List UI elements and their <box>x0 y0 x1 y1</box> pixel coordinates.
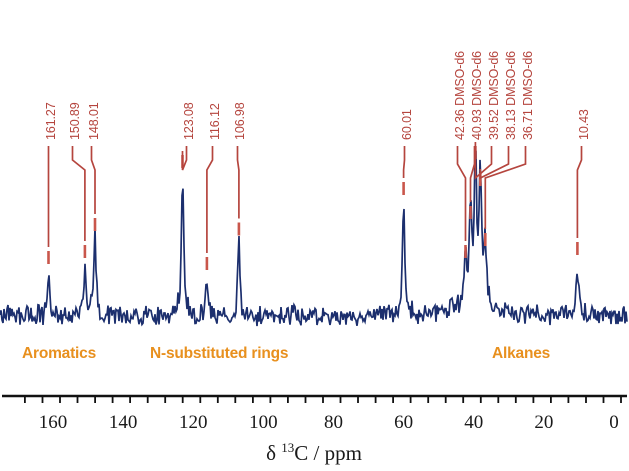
peak-label: 39.52 DMSO-d6 <box>487 50 501 140</box>
peak-label: 106.98 <box>233 102 247 140</box>
peak-leader-line <box>90 146 96 214</box>
axis-title-mass-number: 13 <box>281 440 295 455</box>
x-axis-tick-label: 120 <box>179 412 208 433</box>
axis-title-delta: δ <box>266 441 276 465</box>
peak-leader-line <box>576 146 583 238</box>
x-axis-tick-label: 0 <box>609 412 619 433</box>
x-axis-tick-label: 100 <box>249 412 278 433</box>
region-label-alkanes: Alkanes <box>492 345 551 362</box>
axis-title-units: / ppm <box>308 441 362 465</box>
spectrum-trace-group <box>0 148 628 327</box>
peak-marker-group <box>47 146 579 270</box>
peak-leader-line <box>236 146 240 219</box>
x-axis-ticks <box>23 396 622 403</box>
peak-leader-line <box>484 146 527 229</box>
peak-leader-line <box>474 142 493 180</box>
axis-title-nucleus: C <box>294 441 309 465</box>
peak-leader-line <box>206 146 214 253</box>
x-axis-tick-label: 40 <box>464 412 484 433</box>
peak-label: 60.01 <box>400 109 414 140</box>
peak-label: 150.89 <box>68 102 82 140</box>
peak-leader-line <box>181 146 188 171</box>
x-axis-tick-label: 20 <box>534 412 554 433</box>
peak-leader-line <box>71 146 86 241</box>
peak-label: 42.36 DMSO-d6 <box>453 50 467 140</box>
x-axis-tick-label: 60 <box>394 412 414 433</box>
spectrum-trace <box>0 148 628 327</box>
region-label-aromatics: Aromatics <box>22 345 97 362</box>
region-label-n-substituted-rings: N-substituted rings <box>150 345 289 362</box>
peak-leader-line <box>469 146 476 202</box>
x-axis-tick-label: 140 <box>108 412 138 433</box>
peak-label: 40.93 DMSO-d6 <box>470 50 484 140</box>
peak-label: 148.01 <box>87 102 101 140</box>
x-axis-group <box>2 394 627 403</box>
peak-label: 38.13 DMSO-d6 <box>504 50 518 140</box>
peak-leader-line-group <box>47 142 583 253</box>
peak-leader-line <box>402 146 406 178</box>
peak-label: 123.08 <box>182 102 196 140</box>
peak-label: 36.71 DMSO-d6 <box>521 50 535 140</box>
peak-label: 161.27 <box>44 102 58 140</box>
x-axis-title: δ 13C / ppm <box>266 440 362 466</box>
x-axis-tick-label: 160 <box>38 412 68 433</box>
x-axis-tick-label: 80 <box>324 412 343 433</box>
peak-label: 116.12 <box>208 103 222 140</box>
peak-leader-line <box>456 146 467 241</box>
peak-leader-line <box>479 146 510 180</box>
peak-label: 10.43 <box>577 109 591 140</box>
